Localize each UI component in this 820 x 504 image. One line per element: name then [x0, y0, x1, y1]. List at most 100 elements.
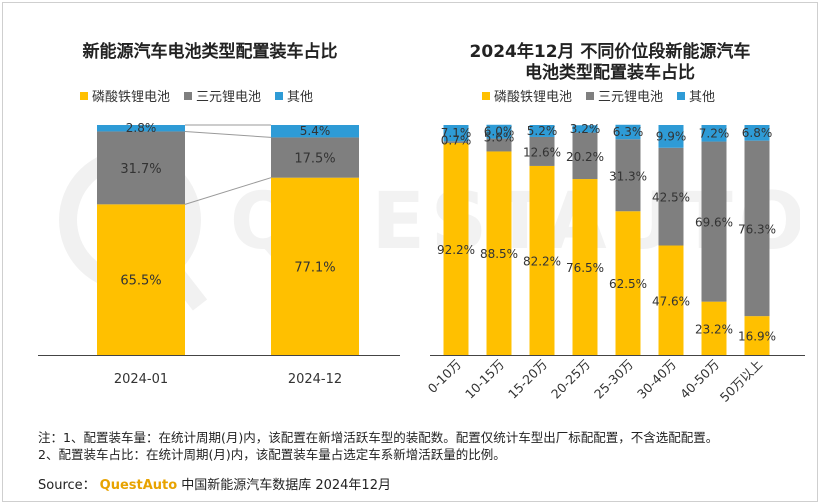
source-line: Source： QuestAuto 中国新能源汽车数据库 2024年12月	[38, 474, 391, 493]
legend-item-lfp: 磷酸铁锂电池	[80, 86, 170, 105]
data-label-lfp-10-15万: 88.5%	[480, 247, 518, 261]
bar-lfp-40-50万	[701, 301, 727, 355]
x-tick-label-40-50万: 40-50万	[677, 357, 722, 402]
right-stacked-bar-chart: 92.2% 0.7%7.1% 0-10万 88.5% 5.6%6.0% 10-15万 82.…	[425, 122, 805, 405]
bar-ternary-0-10万	[443, 141, 469, 143]
bar-ternary-10-15万	[486, 138, 512, 152]
data-label-ternary-20-25万: 20.2%	[566, 150, 604, 164]
data-label-other-0-10万: 7.1%	[441, 126, 472, 140]
legend-item-other-right: 其他	[677, 86, 715, 105]
data-label-other-40-50万: 7.2%	[699, 126, 730, 140]
data-label-ternary-0-10万: 0.7%	[441, 133, 472, 147]
right-chart-title-line1: 2024年12月 不同价位段新能源汽车	[469, 42, 751, 62]
legend-label-lfp-right: 磷酸铁锂电池	[494, 90, 573, 105]
x-tick-label-50万以上: 50万以上	[717, 357, 765, 405]
note-line-1: 注：1、配置装车量：在统计周期(月)内，该配置在新增活跃车型的装配数。配置仅统计…	[38, 430, 719, 445]
bar-lfp-50万以上	[744, 316, 770, 355]
legend-swatch-other	[275, 91, 284, 100]
legend-label-lfp: 磷酸铁锂电池	[92, 90, 171, 105]
bar-other-30-40万	[658, 125, 684, 148]
data-label-other-2024-01: 2.8%	[126, 121, 157, 135]
legend-label-other: 其他	[287, 90, 314, 105]
x-tick-label-30-40万: 30-40万	[634, 357, 679, 402]
bar-ternary-15-20万	[529, 136, 555, 166]
bar-other-0-10万	[443, 125, 469, 142]
legend-item-other: 其他	[275, 86, 313, 105]
source-text: 中国新能源汽车数据库 2024年12月	[181, 478, 391, 493]
legend-swatch-ternary	[184, 91, 193, 100]
data-label-other-15-20万: 5.2%	[527, 124, 558, 138]
legend-item-ternary: 三元锂电池	[184, 86, 261, 105]
bar-lfp-25-30万	[615, 211, 641, 355]
left-chart-title: 新能源汽车电池类型配置装车占比	[82, 42, 338, 62]
bar-other-40-50万	[701, 125, 727, 142]
bar-ternary-2024-01	[97, 131, 185, 205]
bar-lfp-0-10万	[443, 142, 469, 355]
data-label-other-50万以上: 6.8%	[742, 126, 773, 140]
legend-swatch-other-right	[677, 91, 686, 100]
bar-ternary-50万以上	[744, 140, 770, 317]
right-chart-legend: 磷酸铁锂电池 三元锂电池 其他	[482, 86, 715, 105]
bar-ternary-40-50万	[701, 141, 727, 302]
x-tick-label-2024-01: 2024-01	[114, 372, 168, 387]
legend-label-ternary-right: 三元锂电池	[598, 90, 664, 105]
data-label-other-25-30万: 6.3%	[613, 125, 644, 139]
bar-ternary-2024-12	[271, 137, 359, 178]
data-label-other-20-25万: 3.2%	[570, 122, 601, 136]
bar-other-10-15万	[486, 124, 512, 139]
connector-line-1	[184, 130, 272, 138]
legend-item-ternary-right: 三元锂电池	[586, 86, 663, 105]
data-label-lfp-25-30万: 62.5%	[609, 277, 647, 291]
data-label-lfp-15-20万: 82.2%	[523, 254, 561, 268]
data-label-lfp-50万以上: 16.9%	[738, 330, 776, 344]
bar-ternary-25-30万	[615, 139, 641, 212]
data-label-other-30-40万: 9.9%	[656, 129, 687, 143]
x-tick-label-0-10万: 0-10万	[425, 357, 465, 397]
bar-other-15-20万	[529, 125, 555, 137]
bar-lfp-20-25万	[572, 179, 598, 355]
x-tick-label-10-15万: 10-15万	[462, 357, 507, 402]
data-label-ternary-2024-01: 31.7%	[120, 162, 161, 177]
bar-lfp-2024-12	[271, 177, 359, 355]
bar-ternary-30-40万	[658, 147, 684, 246]
data-label-other-2024-12: 5.4%	[300, 124, 331, 138]
bar-lfp-10-15万	[486, 151, 512, 355]
data-label-lfp-30-40万: 47.6%	[652, 294, 690, 308]
connector-line-2	[184, 177, 272, 205]
data-label-lfp-2024-12: 77.1%	[294, 260, 335, 275]
source-brand: QuestAuto	[99, 478, 178, 493]
x-tick-label-20-25万: 20-25万	[548, 357, 593, 402]
data-label-ternary-30-40万: 42.5%	[652, 191, 690, 205]
x-tick-label-15-20万: 15-20万	[505, 357, 550, 402]
note-line-2: 2、配置装车占比：在统计周期(月)内，该配置装车量占选定车系新增活跃量的比例。	[38, 447, 506, 462]
bar-other-25-30万	[615, 124, 641, 140]
bar-other-50万以上	[744, 125, 770, 141]
bar-other-2024-12	[271, 125, 359, 138]
left-chart-legend: 磷酸铁锂电池 三元锂电池 其他	[80, 86, 313, 105]
data-label-ternary-15-20万: 12.6%	[523, 145, 561, 159]
legend-swatch-lfp	[80, 91, 88, 100]
bar-other-2024-01	[97, 125, 185, 132]
data-label-ternary-50万以上: 76.3%	[738, 222, 776, 236]
data-label-ternary-2024-12: 17.5%	[294, 152, 335, 167]
legend-swatch-lfp-right	[482, 91, 490, 100]
bar-other-20-25万	[572, 125, 598, 133]
x-tick-label-25-30万: 25-30万	[591, 357, 636, 402]
data-label-other-10-15万: 6.0%	[484, 125, 515, 139]
data-label-lfp-20-25万: 76.5%	[566, 261, 604, 275]
data-label-ternary-40-50万: 69.6%	[695, 216, 733, 230]
legend-item-lfp-right: 磷酸铁锂电池	[482, 86, 572, 105]
bar-lfp-2024-01	[97, 204, 185, 355]
data-label-lfp-0-10万: 92.2%	[437, 243, 475, 257]
right-chart-title-line2: 电池类型配置装车占比	[525, 63, 695, 83]
bar-ternary-20-25万	[572, 132, 598, 180]
legend-swatch-ternary-right	[586, 91, 595, 100]
data-label-ternary-25-30万: 31.3%	[609, 169, 647, 183]
bar-lfp-15-20万	[529, 165, 555, 355]
legend-label-ternary: 三元锂电池	[196, 90, 262, 105]
data-label-ternary-10-15万: 5.6%	[484, 131, 515, 145]
source-label: Source：	[38, 478, 96, 493]
x-tick-label-2024-12: 2024-12	[288, 372, 342, 387]
left-stacked-bar-chart: 65.5% 31.7% 2.8% 2024-01 77.1% 17.5% 5.4% 2024-…	[38, 121, 400, 387]
